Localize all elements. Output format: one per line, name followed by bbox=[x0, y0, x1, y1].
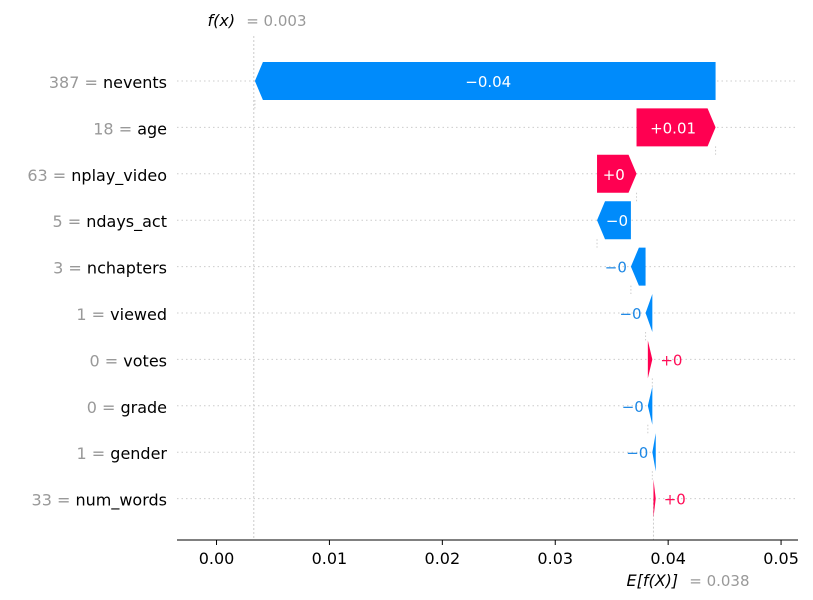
bar-value-label: +0.01 bbox=[650, 119, 696, 137]
waterfall-bar-nevents bbox=[254, 62, 716, 100]
feature-label-grade: 0 = grade bbox=[87, 398, 167, 417]
x-tick-label: 0.00 bbox=[199, 549, 235, 568]
waterfall-bar-age bbox=[636, 108, 716, 147]
waterfall-bar-grade bbox=[647, 386, 653, 425]
grid-layer bbox=[177, 80, 798, 500]
feature-name: nevents bbox=[103, 73, 167, 92]
bar-value-label: −0 bbox=[606, 212, 628, 230]
fx-label: f(x) bbox=[208, 11, 236, 30]
feature-label-age: 18 = age bbox=[93, 119, 167, 138]
feature-name: grade bbox=[120, 398, 167, 417]
fx-annotation: f(x) = 0.003 bbox=[208, 11, 307, 30]
base-annotation: E[f(X)] = 0.038 bbox=[626, 571, 749, 590]
feature-label-viewed: 1 = viewed bbox=[76, 305, 167, 324]
reference-lines bbox=[253, 36, 717, 540]
feature-labels: 387 = nevents 18 = age 63 = nplay_video 5 =… bbox=[27, 73, 167, 511]
base-label: E[f(X)] bbox=[626, 571, 678, 590]
feature-name: ndays_act bbox=[86, 212, 167, 232]
feature-value: 18 = bbox=[93, 119, 137, 138]
feature-value: 5 = bbox=[52, 212, 86, 231]
base-value: = 0.038 bbox=[689, 572, 749, 590]
feature-value: 33 = bbox=[32, 491, 76, 510]
feature-name: gender bbox=[110, 444, 167, 463]
x-tick-label: 0.05 bbox=[763, 549, 799, 568]
feature-value: 0 = bbox=[90, 351, 124, 370]
waterfall-bar-viewed bbox=[645, 294, 653, 332]
feature-name: num_words bbox=[75, 491, 167, 511]
feature-value: 63 = bbox=[27, 166, 71, 185]
waterfall-bar-ndays_act bbox=[597, 201, 631, 240]
x-axis: 0.00 0.01 0.02 0.03 0.04 0.05 bbox=[177, 539, 799, 568]
bar-value-label: −0.04 bbox=[465, 73, 511, 91]
x-tick-label: 0.02 bbox=[425, 549, 461, 568]
feature-value: 387 = bbox=[49, 73, 103, 92]
fx-value: = 0.003 bbox=[246, 12, 306, 30]
feature-label-nchapters: 3 = nchapters bbox=[53, 259, 167, 278]
x-tick-label: 0.04 bbox=[650, 549, 686, 568]
x-tick-label: 0.03 bbox=[537, 549, 573, 568]
waterfall-bar-nplay_video bbox=[597, 154, 637, 193]
feature-label-nplay_video: 63 = nplay_video bbox=[27, 166, 167, 186]
feature-name: viewed bbox=[110, 305, 167, 324]
bar-value-label: −0 bbox=[619, 305, 641, 323]
bar-layer: −0.04 +0.01 +0 −0 −0 −0 +0 −0 −0 +0 bbox=[254, 62, 716, 518]
bar-value-label: +0 bbox=[603, 166, 625, 184]
feature-label-votes: 0 = votes bbox=[90, 351, 167, 370]
feature-value: 1 = bbox=[76, 305, 110, 324]
feature-name: nchapters bbox=[87, 259, 167, 278]
feature-name: age bbox=[137, 119, 167, 138]
bar-value-label: +0 bbox=[664, 491, 686, 509]
waterfall-bar-nchapters bbox=[630, 247, 646, 286]
bar-value-label: +0 bbox=[660, 351, 682, 369]
feature-value: 0 = bbox=[87, 398, 121, 417]
feature-name: nplay_video bbox=[71, 166, 167, 186]
feature-label-gender: 1 = gender bbox=[77, 444, 168, 463]
feature-value: 1 = bbox=[77, 444, 111, 463]
waterfall-bar-gender bbox=[652, 433, 656, 472]
feature-label-num_words: 33 = num_words bbox=[32, 491, 167, 511]
feature-label-ndays_act: 5 = ndays_act bbox=[52, 212, 167, 232]
bar-value-label: −0 bbox=[622, 398, 644, 416]
feature-label-nevents: 387 = nevents bbox=[49, 73, 167, 92]
feature-value: 3 = bbox=[53, 259, 87, 278]
waterfall-bar-votes bbox=[647, 340, 653, 379]
bar-value-label: −0 bbox=[605, 259, 627, 277]
waterfall-bar-num_words bbox=[653, 479, 656, 518]
feature-name: votes bbox=[123, 351, 167, 370]
x-tick-label: 0.01 bbox=[312, 549, 348, 568]
bar-value-label: −0 bbox=[626, 444, 648, 462]
